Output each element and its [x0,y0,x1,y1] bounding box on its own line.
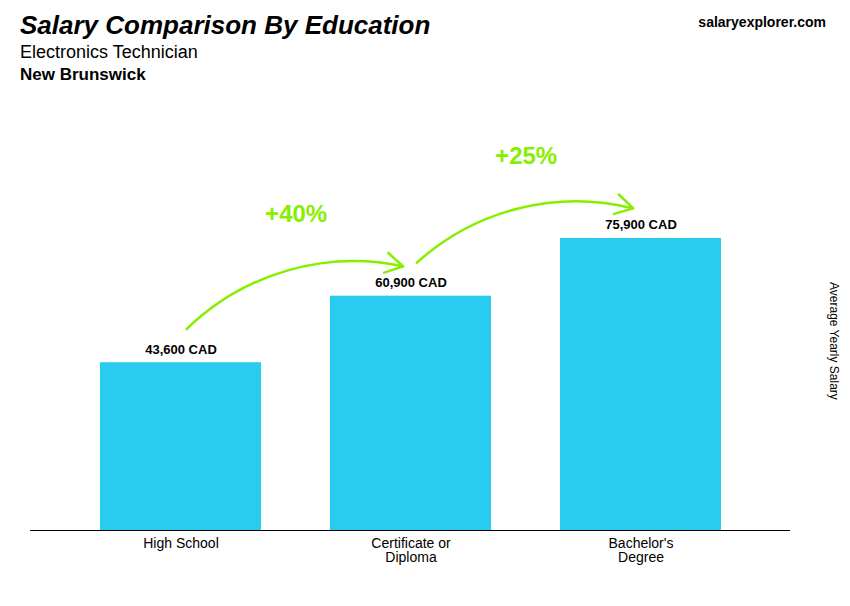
svg-text:+25%: +25% [495,142,557,169]
svg-text:+40%: +40% [265,200,327,227]
svg-text:Bachelor'sDegree: Bachelor'sDegree [609,535,674,565]
html-text:salaryexplorer.com: salaryexplorer.com [698,14,826,30]
svg-text:75,900 CAD: 75,900 CAD [605,217,677,232]
html-text:Salary Comparison By Education: Salary Comparison By Education [20,10,431,40]
svg-text:High School: High School [143,535,219,551]
html-text:Average Yearly Salary: Average Yearly Salary [827,282,841,400]
svg-text:43,600 CAD: 43,600 CAD [145,342,217,357]
html-text:Electronics Technician: Electronics Technician [20,42,198,63]
svg-text:60,900 CAD: 60,900 CAD [375,275,447,290]
svg-text:Certificate orDiploma: Certificate orDiploma [371,535,451,565]
html-text:New Brunswick: New Brunswick [20,64,146,84]
